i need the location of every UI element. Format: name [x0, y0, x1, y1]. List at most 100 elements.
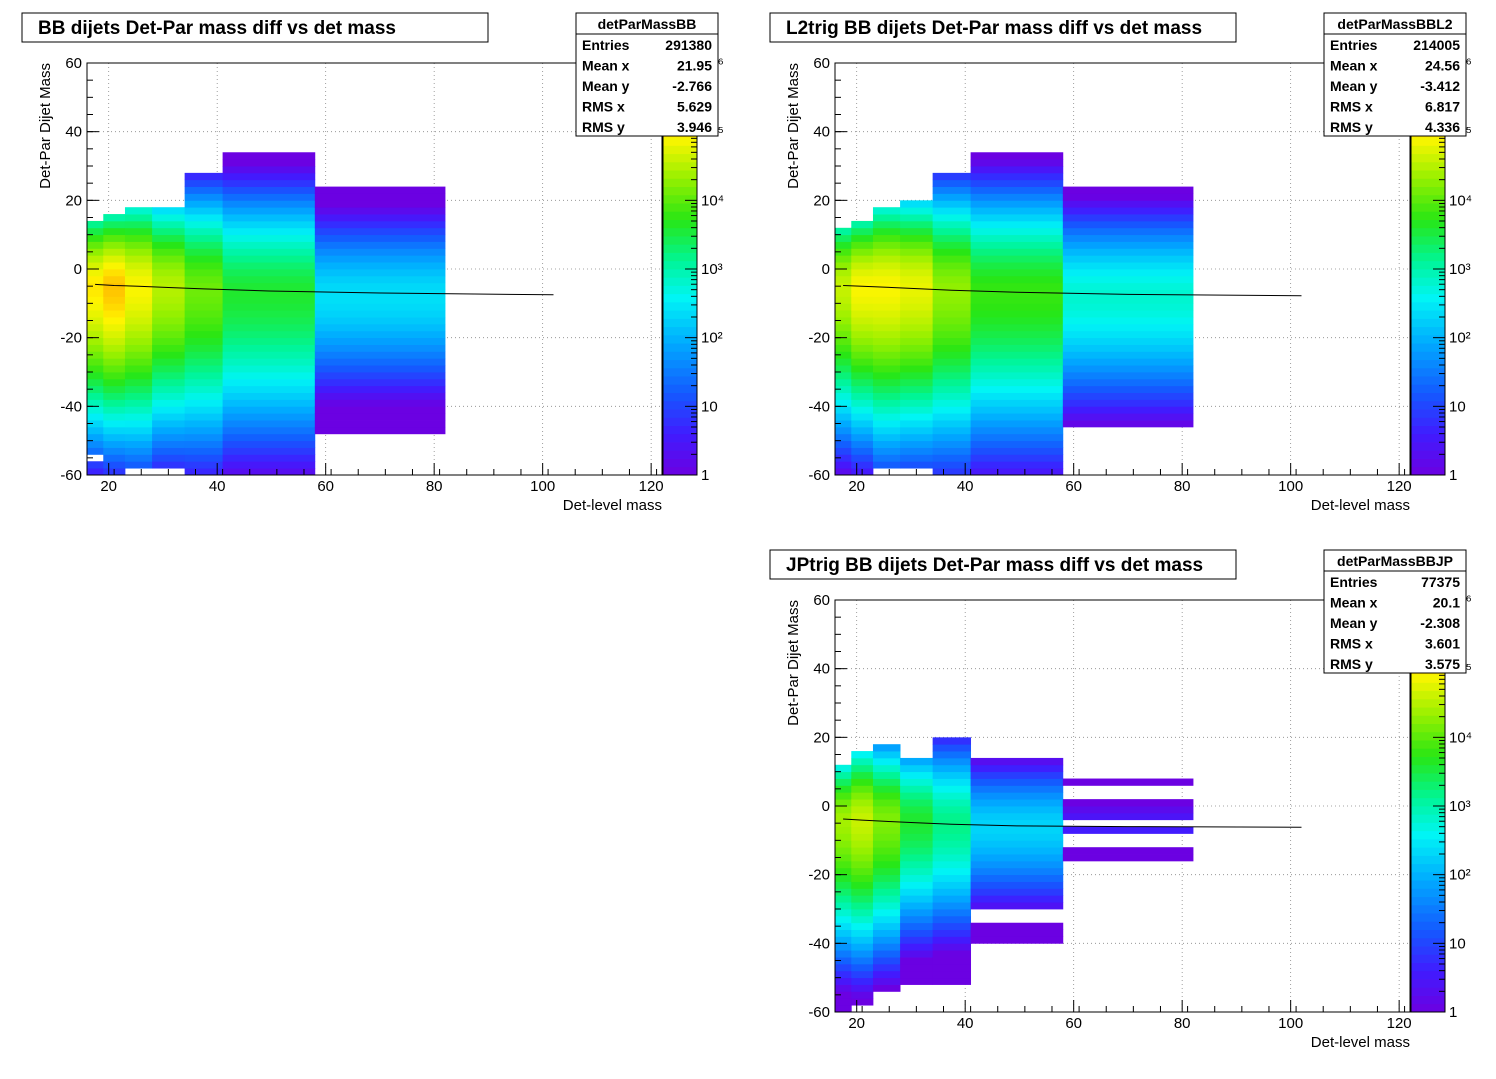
heatmap-cell	[900, 337, 934, 345]
heatmap-cell	[103, 385, 126, 393]
color-bar-segment	[1411, 954, 1445, 963]
heatmap-cell	[900, 296, 934, 304]
heatmap-cell	[103, 399, 126, 407]
heatmap-cell	[314, 378, 446, 387]
color-bar-label: 10	[1449, 398, 1466, 415]
heatmap-cell	[970, 847, 1064, 855]
heatmap-cell	[970, 819, 1064, 827]
color-bar-segment	[1411, 764, 1445, 774]
heatmap-cell	[872, 881, 901, 889]
heatmap-cell	[314, 426, 446, 435]
heatmap-cell	[851, 799, 874, 807]
heatmap-cell	[314, 227, 446, 236]
heatmap-cell	[900, 275, 934, 284]
heatmap-chart: 20 40 60 80 100 120 -60 -40 -20 0 20 40 60 Det-level …	[769, 549, 1472, 1051]
heatmap-cell	[124, 447, 153, 455]
stats-name: detParMassBB	[598, 16, 697, 32]
heatmap-cell	[835, 806, 852, 814]
heatmap-cell	[184, 193, 224, 201]
heatmap-cell	[152, 399, 186, 407]
heatmap-cell	[222, 193, 316, 201]
color-bar-segment	[1411, 392, 1445, 402]
heatmap-cell	[835, 860, 852, 869]
heatmap-cell	[932, 248, 972, 256]
heatmap-cell	[87, 344, 104, 352]
heatmap-cell	[103, 392, 126, 400]
heatmap-cell	[970, 179, 1064, 187]
color-bar-segment	[1411, 674, 1445, 683]
color-bar-segment	[1411, 211, 1445, 220]
heatmap-cell	[970, 833, 1064, 841]
heatmap-cell	[872, 757, 901, 766]
heatmap-cell	[851, 420, 874, 428]
x-tick-label: 80	[426, 478, 443, 495]
heatmap-cell	[87, 241, 104, 249]
heatmap-cell	[835, 392, 852, 400]
heatmap-cell	[970, 881, 1064, 889]
color-bar-segment	[663, 343, 697, 352]
heatmap-cell	[835, 895, 852, 903]
heatmap-chart: 20 40 60 80 100 120 -60 -40 -20 0 20 40 60 Det-level …	[21, 12, 724, 514]
heatmap-cell	[900, 806, 934, 814]
heatmap-cell	[103, 344, 126, 352]
heatmap-cell	[970, 262, 1064, 270]
heatmap-cell	[314, 275, 446, 284]
heatmap-cell	[900, 207, 934, 215]
heatmap-cell	[1062, 378, 1194, 387]
heatmap-cell	[222, 378, 316, 387]
color-bar-segment	[663, 252, 697, 262]
color-bar-label: 10²	[701, 330, 723, 347]
heatmap-cell	[851, 826, 874, 834]
heatmap-cell	[835, 785, 852, 793]
heatmap-cell	[835, 330, 852, 339]
heatmap-cell	[87, 385, 104, 393]
heatmap-cell	[835, 957, 852, 965]
heatmap-cell	[87, 399, 104, 407]
heatmap-cell	[900, 757, 934, 766]
heatmap-cell	[932, 454, 972, 462]
heatmap-cell	[1062, 351, 1194, 359]
color-bar-segment	[1411, 450, 1445, 459]
heatmap-cell	[103, 365, 126, 373]
heatmap-cell	[124, 337, 153, 345]
heatmap-cell	[152, 440, 186, 448]
heatmap-cell	[184, 220, 224, 229]
heatmap-cell	[103, 234, 126, 242]
color-bar-segment	[663, 318, 697, 328]
heatmap-cell	[1062, 330, 1194, 339]
heatmap-cell	[87, 220, 104, 229]
heatmap-cell	[835, 447, 852, 455]
heatmap-cell	[970, 220, 1064, 229]
heatmap-cell	[970, 186, 1064, 194]
heatmap-cell	[900, 310, 934, 318]
heatmap-cell	[851, 963, 874, 972]
stats-label: Mean y	[1330, 615, 1378, 631]
stats-label: Mean x	[1330, 595, 1378, 611]
heatmap-cell	[872, 778, 901, 786]
heatmap-cell	[900, 778, 934, 786]
heatmap-cell	[932, 351, 972, 359]
heatmap-cell	[314, 207, 446, 215]
heatmap-cell	[1062, 344, 1194, 352]
heatmap-cell	[900, 785, 934, 793]
heatmap-cell	[900, 200, 934, 208]
heatmap-cell	[970, 895, 1064, 903]
x-axis-title: Det-level mass	[1311, 1034, 1410, 1051]
heatmap-cell	[314, 241, 446, 249]
stats-name: detParMassBBL2	[1337, 16, 1452, 32]
heatmap-cell	[1062, 193, 1194, 201]
heatmap-cell	[932, 799, 972, 807]
heatmap-cell	[314, 344, 446, 352]
color-bar-segment	[1411, 409, 1445, 418]
chart-title: L2trig BB dijets Det-Par mass diff vs de…	[786, 18, 1202, 39]
y-tick-label: -20	[60, 330, 82, 347]
color-bar-segment	[1411, 367, 1445, 377]
heatmap-cell	[184, 282, 224, 290]
y-tick-label: 20	[813, 729, 830, 746]
heatmap-cell	[835, 902, 852, 910]
heatmap-cell	[1062, 282, 1194, 290]
heatmap-cell	[900, 227, 934, 236]
heatmap-cell	[103, 413, 126, 421]
heatmap-cell	[932, 977, 972, 985]
heatmap-cell	[872, 220, 901, 229]
